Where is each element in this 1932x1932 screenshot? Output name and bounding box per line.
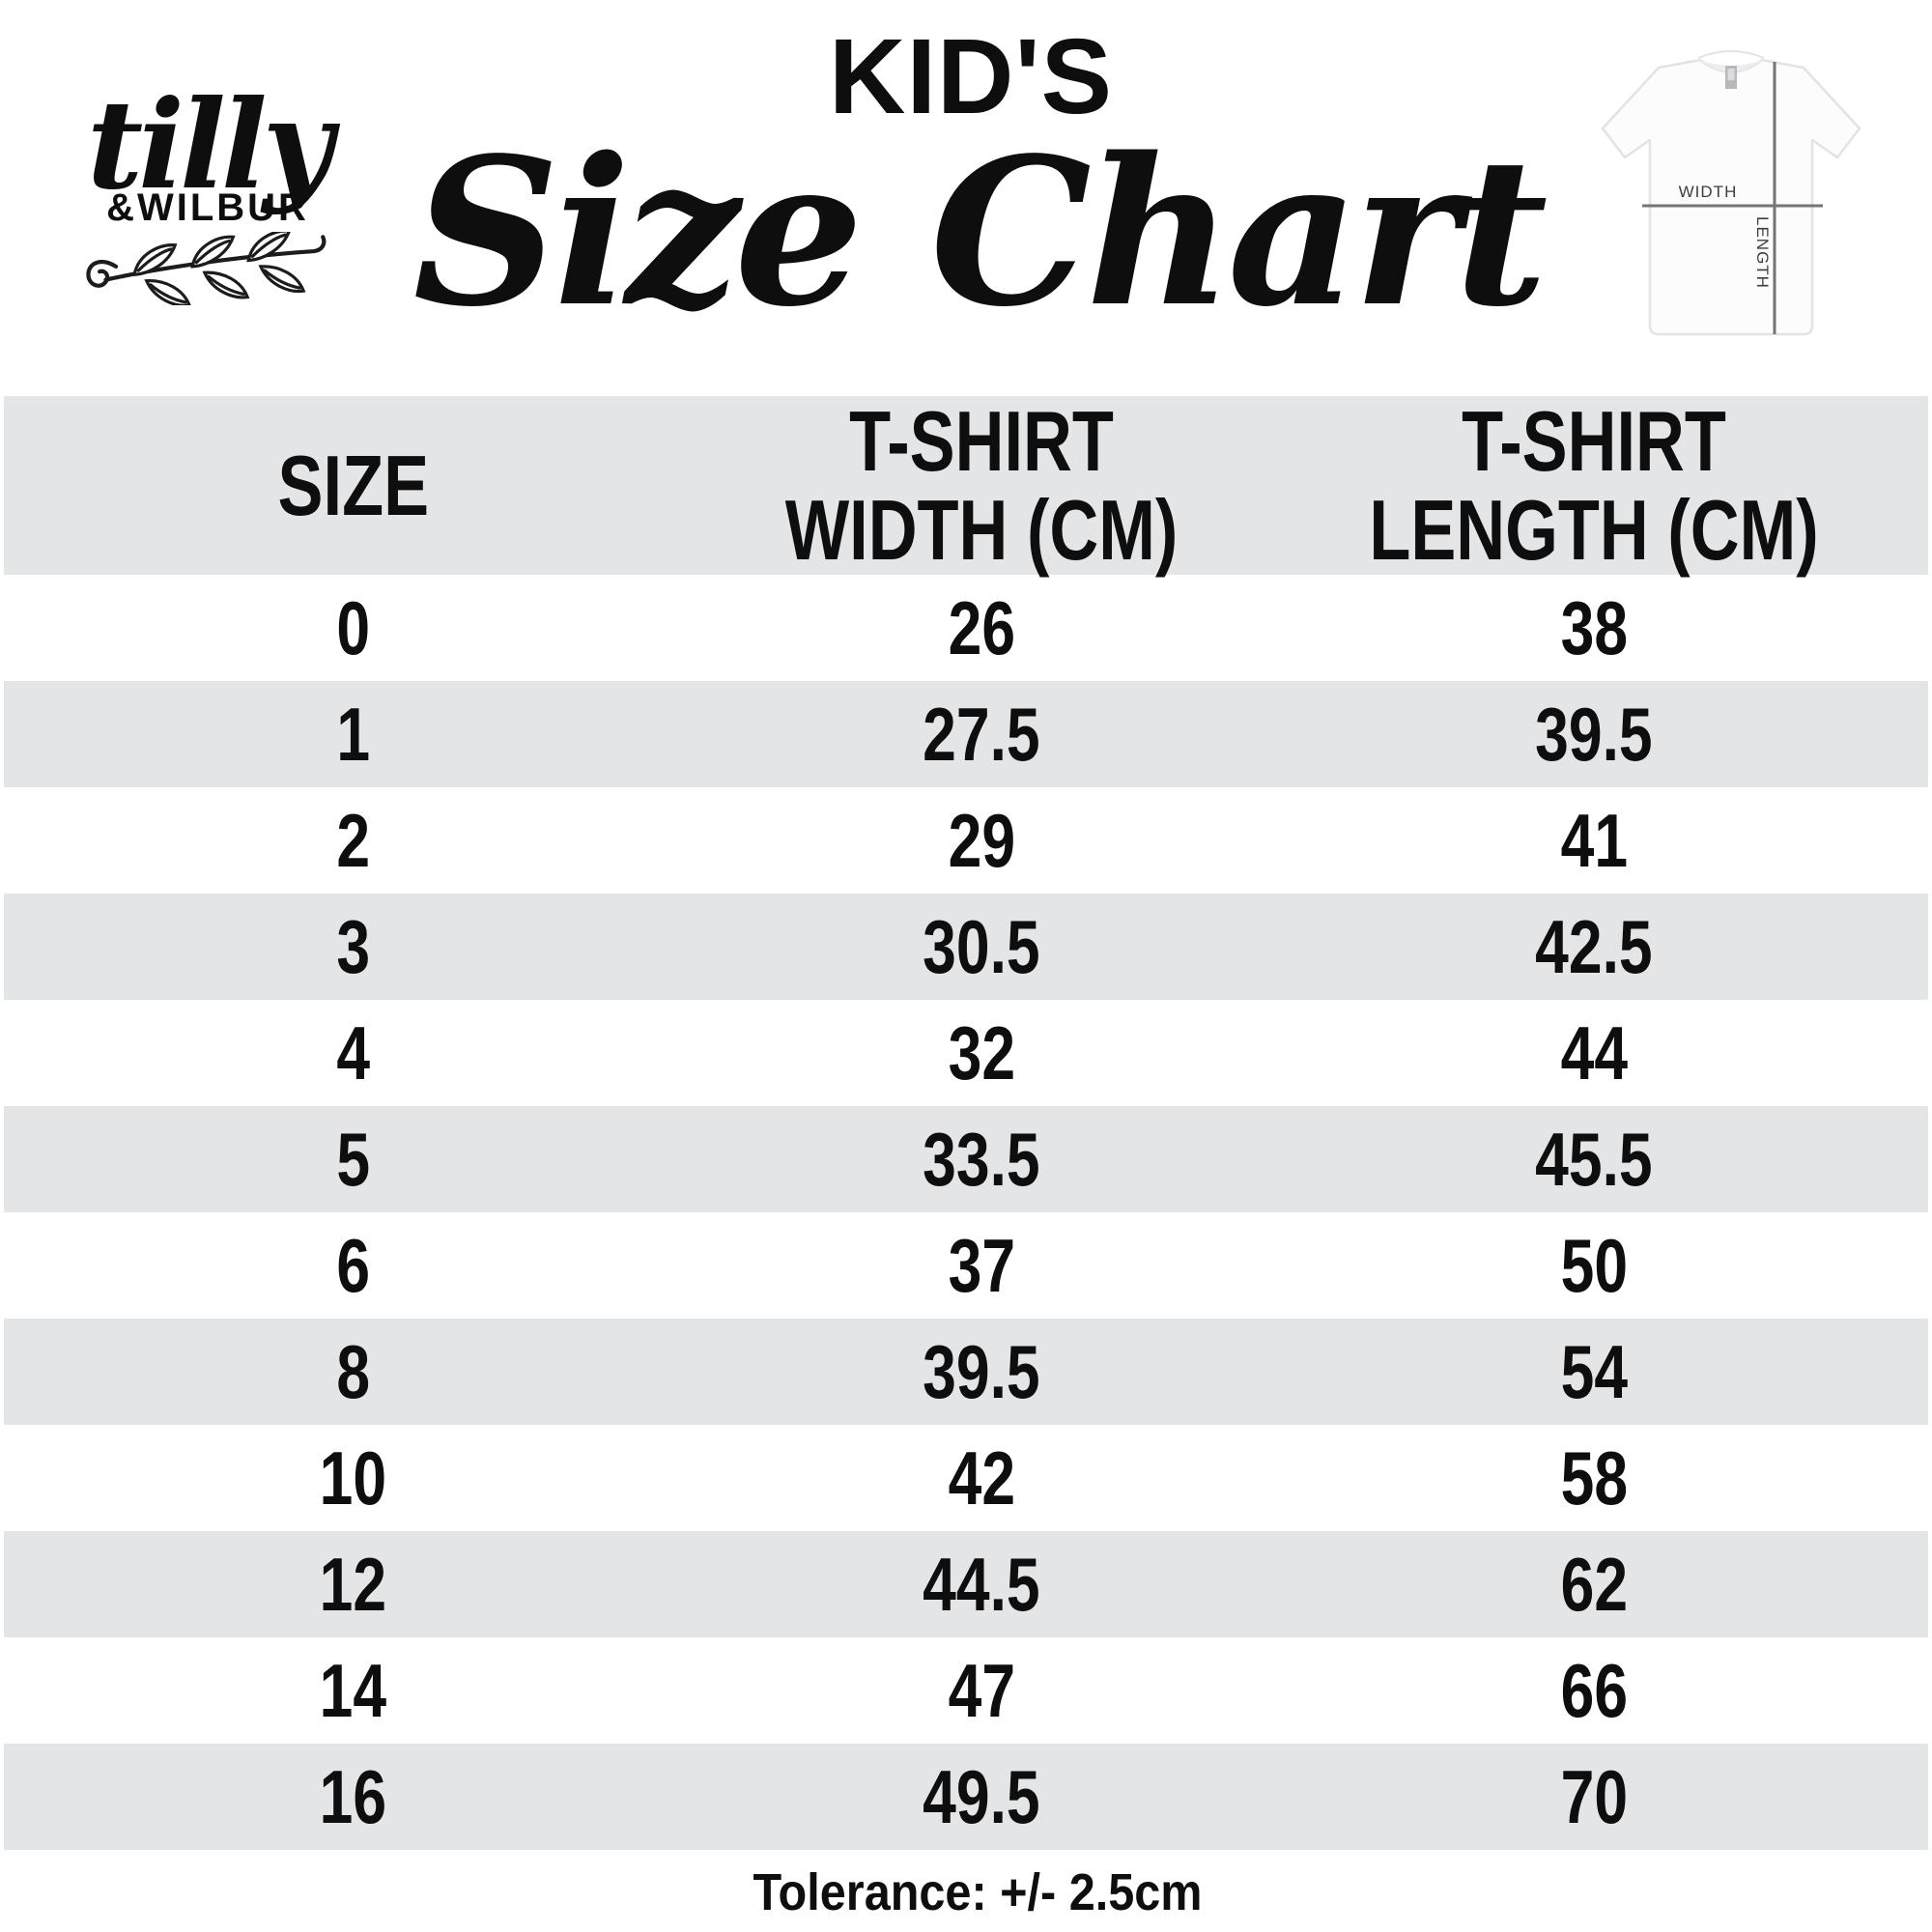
cell-width: 26 — [948, 584, 1015, 670]
neck-label-tag-inner — [1727, 69, 1735, 80]
cell-length: 54 — [1560, 1328, 1629, 1414]
table-row: 8 39.5 54 — [4, 1319, 1928, 1425]
table-header-row: SIZE T-SHIRT WIDTH (CM) T-SHIRT LENGTH (… — [4, 396, 1928, 575]
cell-length: 66 — [1560, 1647, 1629, 1733]
chart-title: Size Chart — [412, 113, 1548, 352]
chart-kicker: KID'S — [829, 17, 1113, 136]
cell-length: 70 — [1560, 1753, 1629, 1839]
cell-width: 27.5 — [923, 691, 1040, 777]
cell-width: 39.5 — [923, 1328, 1040, 1414]
cell-size: 2 — [336, 797, 370, 883]
cell-length: 38 — [1560, 584, 1629, 670]
table-row: 4 32 44 — [4, 1000, 1928, 1106]
table-row: 6 37 50 — [4, 1212, 1928, 1319]
cell-length: 42.5 — [1535, 903, 1654, 989]
size-table: SIZE T-SHIRT WIDTH (CM) T-SHIRT LENGTH (… — [4, 396, 1928, 1850]
cell-size: 8 — [336, 1328, 370, 1414]
table-row: 10 42 58 — [4, 1425, 1928, 1531]
tolerance-note: Tolerance: +/- 2.5cm — [753, 1863, 1203, 1921]
cell-length: 45.5 — [1535, 1116, 1654, 1202]
cell-size: 4 — [336, 1009, 370, 1095]
cell-width: 30.5 — [923, 903, 1040, 989]
shirt-length-label: LENGTH — [1753, 216, 1772, 289]
cell-size: 14 — [319, 1647, 387, 1733]
laurel-branch-icon — [86, 229, 327, 308]
column-header-length: T-SHIRT LENGTH (CM) — [1260, 396, 1928, 575]
table-row: 3 30.5 42.5 — [4, 894, 1928, 1000]
cell-width: 42 — [948, 1435, 1015, 1520]
cell-length: 44 — [1560, 1009, 1629, 1095]
cell-size: 6 — [336, 1222, 370, 1308]
table-row: 2 29 41 — [4, 787, 1928, 894]
cell-size: 12 — [319, 1541, 387, 1627]
shirt-width-label: WIDTH — [1679, 183, 1738, 201]
cell-width: 33.5 — [923, 1116, 1040, 1202]
cell-length: 58 — [1560, 1435, 1629, 1520]
column-header-width: T-SHIRT WIDTH (CM) — [702, 396, 1261, 575]
brand-logo: tilly &WILBUR — [75, 73, 340, 310]
cell-size: 16 — [319, 1753, 387, 1839]
table-row: 12 44.5 62 — [4, 1531, 1928, 1637]
cell-size: 0 — [336, 584, 370, 670]
cell-width: 37 — [948, 1222, 1015, 1308]
cell-width: 49.5 — [923, 1753, 1040, 1839]
cell-width: 47 — [948, 1647, 1015, 1733]
table-row: 0 26 38 — [4, 575, 1928, 681]
cell-width: 32 — [948, 1009, 1015, 1095]
cell-length: 62 — [1560, 1541, 1629, 1627]
table-row: 14 47 66 — [4, 1637, 1928, 1744]
table-row: 1 27.5 39.5 — [4, 681, 1928, 787]
cell-size: 5 — [336, 1116, 370, 1202]
column-header-size: SIZE — [4, 396, 703, 575]
table-body: 0 26 38 1 27.5 39.5 2 29 41 3 30.5 42.5 4 32 44 5 33.5 45… — [4, 575, 1928, 1850]
cell-size: 10 — [319, 1435, 387, 1520]
table-row: 5 33.5 45.5 — [4, 1106, 1928, 1212]
cell-length: 41 — [1560, 797, 1629, 883]
cell-length: 50 — [1560, 1222, 1629, 1308]
brand-name-script: tilly — [86, 73, 333, 216]
cell-width: 44.5 — [923, 1541, 1040, 1627]
brand-name-caps: &WILBUR — [106, 186, 309, 230]
tshirt-collar-band — [1697, 50, 1765, 59]
table-row: 16 49.5 70 — [4, 1744, 1928, 1850]
cell-length: 39.5 — [1535, 691, 1654, 777]
cell-size: 3 — [336, 903, 370, 989]
cell-width: 29 — [948, 797, 1015, 883]
cell-size: 1 — [336, 691, 370, 777]
tshirt-measurement-diagram: WIDTH LENGTH — [1601, 50, 1861, 336]
